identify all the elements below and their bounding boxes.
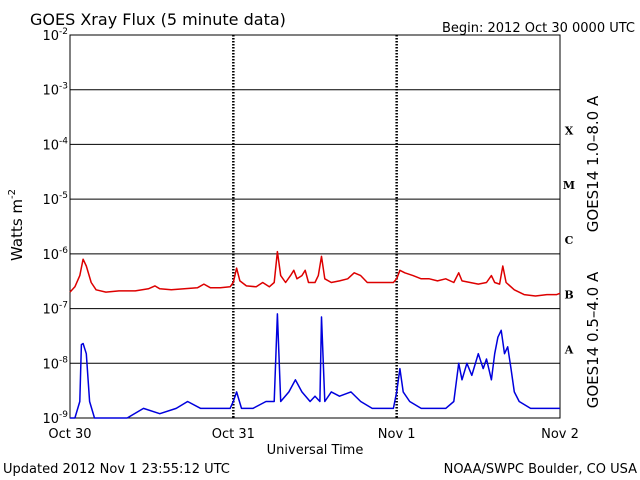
y-tick-base: 10: [42, 29, 59, 44]
flare-class-M: M: [563, 179, 575, 192]
y-tick-label-6: 10-8: [42, 355, 68, 372]
flare-class-X: X: [565, 124, 574, 137]
y-tick-label-2: 10-4: [42, 136, 68, 153]
y-tick-exponent: -8: [59, 355, 68, 365]
legend-short-channel: GOES14 0.5–4.0 A: [584, 271, 602, 408]
y-tick-label-5: 10-7: [42, 301, 68, 318]
y-axis-ticks: 10-210-310-410-510-610-710-810-9: [42, 27, 68, 427]
vertical-day-gridlines: [232, 35, 398, 418]
y-tick-label-0: 10-2: [42, 27, 68, 44]
x-tick-label-2: Nov 1: [378, 427, 416, 442]
begin-date: Begin: 2012 Oct 30 0000 UTC: [442, 21, 635, 36]
y-tick-exponent: -6: [59, 246, 68, 256]
y-tick-label-3: 10-5: [42, 191, 68, 208]
series-line-1: [70, 313, 560, 419]
flare-class-A: A: [564, 343, 574, 356]
x-tick-label-0: Oct 30: [48, 427, 91, 442]
x-tick-label-1: Oct 31: [212, 427, 255, 442]
y-tick-label-4: 10-6: [42, 246, 68, 263]
x-tick-label-3: Nov 2: [541, 427, 579, 442]
data-source: NOAA/SWPC Boulder, CO USA: [444, 462, 637, 477]
series-lines: [69, 250, 561, 419]
flare-class-labels: X M C B A: [563, 124, 575, 356]
flare-class-B: B: [564, 289, 573, 302]
x-axis-label: Universal Time: [267, 443, 364, 458]
y-tick-base: 10: [42, 357, 59, 372]
y-tick-base: 10: [42, 84, 59, 99]
x-axis-ticks: Oct 30 Oct 31 Nov 1 Nov 2: [48, 427, 578, 442]
y-tick-exponent: -4: [59, 136, 68, 146]
y-tick-exponent: -7: [59, 301, 68, 311]
y-tick-base: 10: [42, 138, 59, 153]
horizontal-gridlines: [70, 34, 560, 419]
y-tick-base: 10: [42, 193, 59, 208]
plot-area: X M C B A: [69, 34, 575, 419]
updated-timestamp: Updated 2012 Nov 1 23:55:12 UTC: [3, 462, 230, 477]
y-tick-exponent: -2: [59, 27, 68, 37]
y-tick-exponent: -5: [59, 191, 68, 201]
y-tick-base: 10: [42, 248, 59, 263]
legend-long-channel: GOES14 1.0–8.0 A: [584, 95, 602, 232]
y-axis-label-exponent: -2: [7, 189, 18, 199]
y-tick-exponent: -3: [59, 82, 68, 92]
y-tick-base: 10: [42, 412, 59, 427]
y-tick-base: 10: [42, 303, 59, 318]
y-axis-label-main: Watts m: [8, 199, 26, 261]
y-tick-label-7: 10-9: [42, 410, 68, 427]
flare-class-C: C: [565, 234, 574, 247]
chart-title: GOES Xray Flux (5 minute data): [30, 10, 286, 29]
y-axis-label: Watts m-2: [7, 189, 26, 261]
y-tick-exponent: -9: [59, 410, 68, 420]
series-line-0: [69, 250, 561, 297]
y-tick-label-1: 10-3: [42, 82, 68, 99]
